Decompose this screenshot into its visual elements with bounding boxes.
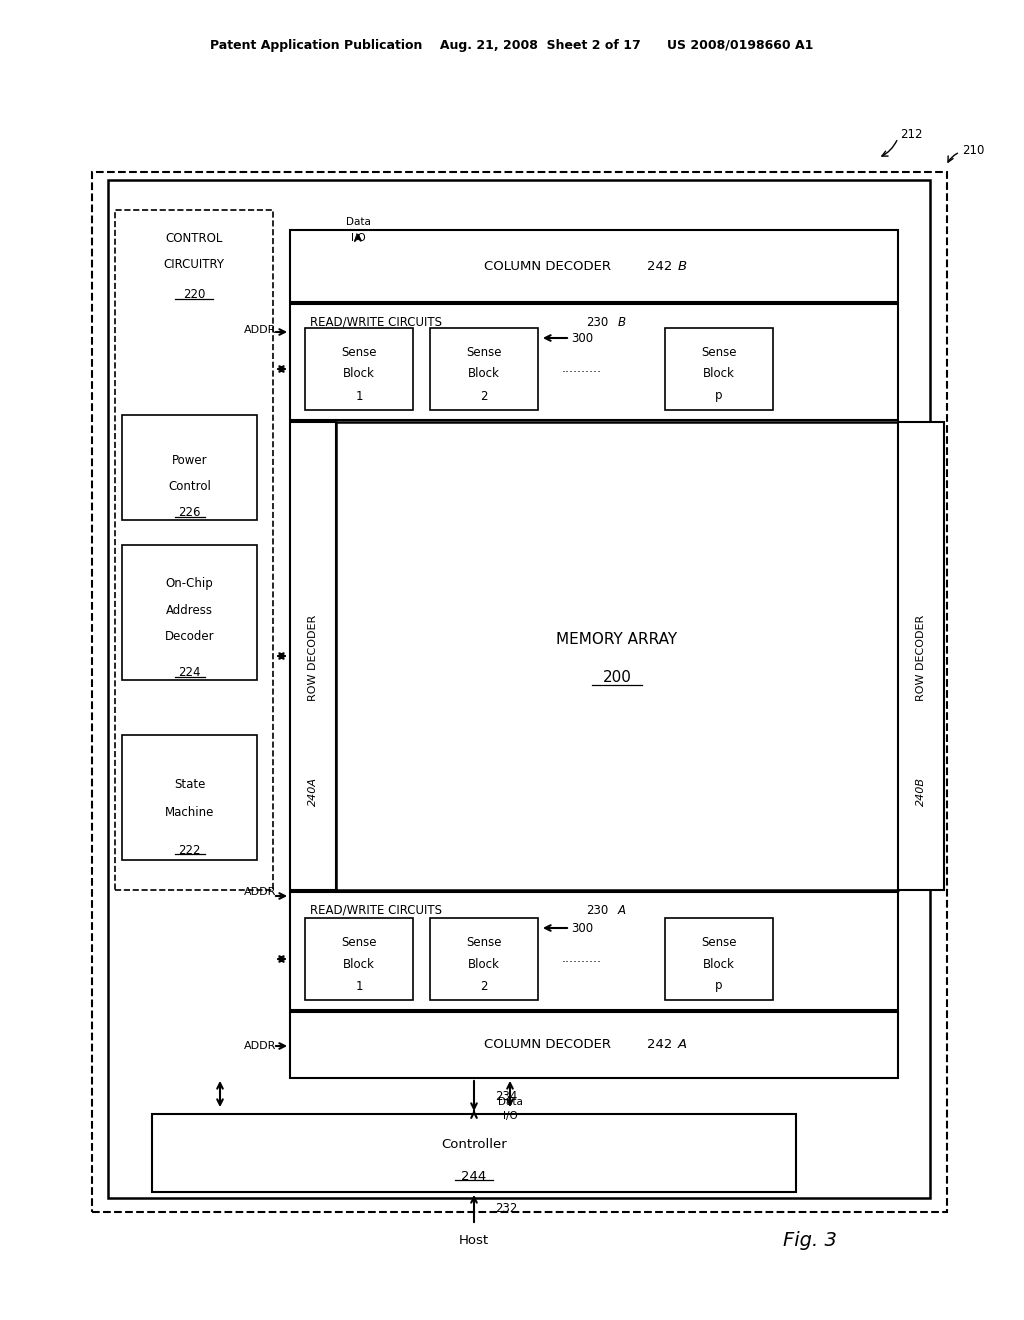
Text: 220: 220: [183, 289, 205, 301]
Text: MEMORY ARRAY: MEMORY ARRAY: [556, 632, 678, 648]
Text: 240B: 240B: [916, 777, 926, 807]
Text: A: A: [678, 1039, 687, 1052]
Bar: [898, 422, 944, 890]
Bar: [430, 917, 538, 1001]
Bar: [290, 1012, 898, 1078]
Text: ..........: ..........: [562, 953, 602, 965]
Bar: [92, 172, 947, 1212]
Text: Sense: Sense: [466, 346, 502, 359]
Text: CONTROL: CONTROL: [165, 231, 222, 244]
Text: CIRCUITRY: CIRCUITRY: [164, 259, 224, 272]
Text: Controller: Controller: [441, 1138, 507, 1151]
Bar: [305, 327, 413, 411]
Text: Fig. 3: Fig. 3: [783, 1230, 837, 1250]
Bar: [665, 327, 773, 411]
Bar: [108, 180, 930, 1199]
Text: Sense: Sense: [341, 346, 377, 359]
Text: Block: Block: [343, 367, 375, 380]
Text: ADDR: ADDR: [244, 1041, 276, 1051]
Bar: [290, 304, 898, 420]
Text: On-Chip: On-Chip: [166, 577, 213, 590]
Text: READ/WRITE CIRCUITS: READ/WRITE CIRCUITS: [310, 315, 445, 329]
Text: 222: 222: [178, 843, 201, 857]
Text: 224: 224: [178, 667, 201, 680]
Text: ROW DECODER: ROW DECODER: [308, 611, 318, 701]
Text: p: p: [715, 979, 723, 993]
Text: ADDR: ADDR: [244, 887, 276, 898]
Text: Machine: Machine: [165, 805, 214, 818]
Text: 242: 242: [646, 1039, 672, 1052]
Bar: [122, 545, 257, 680]
Text: Address: Address: [166, 603, 213, 616]
Bar: [115, 210, 273, 890]
Text: COLUMN DECODER: COLUMN DECODER: [484, 260, 615, 272]
Bar: [152, 1114, 796, 1192]
Text: 244: 244: [462, 1170, 486, 1183]
Text: Patent Application Publication    Aug. 21, 2008  Sheet 2 of 17      US 2008/0198: Patent Application Publication Aug. 21, …: [210, 38, 814, 51]
Text: B: B: [678, 260, 687, 272]
Text: ROW DECODER: ROW DECODER: [916, 611, 926, 701]
Text: Sense: Sense: [466, 936, 502, 949]
Text: ..........: ..........: [562, 363, 602, 375]
Text: 234: 234: [495, 1089, 517, 1102]
Bar: [430, 327, 538, 411]
Text: B: B: [618, 315, 626, 329]
Text: I/O: I/O: [350, 234, 366, 243]
Text: 1: 1: [355, 979, 362, 993]
Text: A: A: [618, 903, 626, 916]
Text: Data: Data: [345, 216, 371, 227]
Text: Control: Control: [168, 480, 211, 494]
Text: READ/WRITE CIRCUITS: READ/WRITE CIRCUITS: [310, 903, 445, 916]
Text: 232: 232: [495, 1201, 517, 1214]
Bar: [122, 414, 257, 520]
Text: COLUMN DECODER: COLUMN DECODER: [484, 1039, 615, 1052]
Bar: [336, 422, 898, 890]
Text: Block: Block: [703, 367, 735, 380]
Text: 230: 230: [586, 315, 608, 329]
Bar: [290, 422, 336, 890]
Text: 240A: 240A: [308, 777, 318, 807]
Text: 226: 226: [178, 507, 201, 520]
Bar: [665, 917, 773, 1001]
Text: State: State: [174, 779, 205, 792]
Text: 200: 200: [602, 671, 632, 685]
Text: Sense: Sense: [341, 936, 377, 949]
Bar: [290, 892, 898, 1010]
Text: Sense: Sense: [701, 346, 736, 359]
Text: Decoder: Decoder: [165, 631, 214, 644]
Text: Block: Block: [468, 367, 500, 380]
Text: 230: 230: [586, 903, 608, 916]
Text: 210: 210: [962, 144, 984, 157]
Text: ADDR: ADDR: [244, 325, 276, 335]
Text: 300: 300: [571, 921, 593, 935]
Text: 1: 1: [355, 389, 362, 403]
Bar: [305, 917, 413, 1001]
Text: Block: Block: [468, 957, 500, 970]
Text: Block: Block: [343, 957, 375, 970]
Bar: [122, 735, 257, 861]
Text: Power: Power: [172, 454, 207, 466]
Text: 212: 212: [900, 128, 923, 141]
Bar: [290, 230, 898, 302]
Text: 2: 2: [480, 979, 487, 993]
Text: p: p: [715, 389, 723, 403]
Text: 242: 242: [646, 260, 672, 272]
Text: I/O: I/O: [503, 1111, 517, 1121]
Text: Block: Block: [703, 957, 735, 970]
Text: 300: 300: [571, 331, 593, 345]
Text: Host: Host: [459, 1233, 489, 1246]
Text: Data: Data: [498, 1097, 522, 1107]
Text: 2: 2: [480, 389, 487, 403]
Text: Sense: Sense: [701, 936, 736, 949]
